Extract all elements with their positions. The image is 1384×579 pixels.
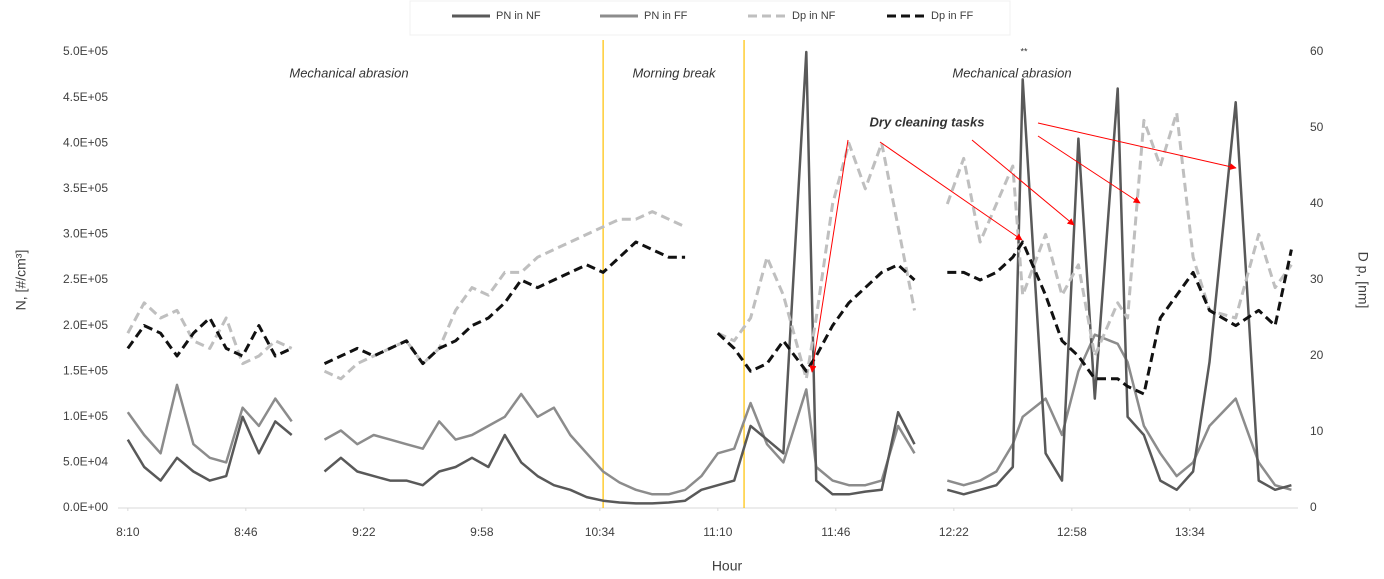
series-line: [126, 240, 1293, 396]
series-line: [126, 333, 1292, 496]
y-tick-label: 3.0E+05: [63, 227, 108, 241]
y2-tick-label: 50: [1310, 120, 1324, 134]
x-tick-label: 8:10: [116, 525, 140, 539]
annotation: Dry cleaning tasks: [870, 114, 985, 129]
series-line: [126, 111, 1293, 381]
x-tick-label: 12:22: [939, 525, 969, 539]
y-tick-label: 3.5E+05: [63, 181, 108, 195]
y-tick-label: 1.5E+05: [63, 363, 108, 377]
annotation: Morning break: [632, 65, 717, 80]
annotation-arrow: [879, 141, 1023, 241]
y-tick-label: 2.5E+05: [63, 272, 108, 286]
y-tick-label: 4.0E+05: [63, 135, 108, 149]
y-tick-label: 5.0E+05: [63, 44, 108, 58]
y-tick-label: 1.0E+05: [63, 409, 108, 423]
annotation: Mechanical abrasion: [289, 65, 408, 80]
x-tick-label: 9:58: [470, 525, 494, 539]
y-tick-label: 0.0E+00: [63, 500, 108, 514]
y2-tick-label: 10: [1310, 424, 1324, 438]
annotation-arrow: [1037, 122, 1237, 171]
series-line: [126, 50, 1292, 505]
x-tick-label: 12:58: [1057, 525, 1087, 539]
x-tick-label: 8:46: [234, 525, 258, 539]
x-axis-title: Hour: [712, 558, 743, 574]
x-tick-label: 10:34: [585, 525, 615, 539]
annotation: **: [1020, 46, 1028, 56]
legend-box: [409, 0, 1011, 36]
legend-label: PN in NF: [496, 10, 541, 22]
y-tick-label: 2.0E+05: [63, 318, 108, 332]
y2-axis-title: D p, [nm]: [1355, 252, 1371, 309]
x-tick-label: 9:22: [352, 525, 376, 539]
y2-tick-label: 40: [1310, 196, 1324, 210]
annotation-arrow: [971, 139, 1075, 226]
annotation-arrow: [1037, 135, 1141, 204]
y-tick-label: 5.0E+04: [63, 455, 108, 469]
annotation: Mechanical abrasion: [952, 65, 1071, 80]
y-axis-title: N, [#/cm³]: [13, 250, 29, 311]
x-tick-label: 13:34: [1175, 525, 1205, 539]
x-tick-label: 11:46: [821, 525, 850, 539]
legend-label: PN in FF: [644, 10, 688, 22]
y2-tick-label: 20: [1310, 348, 1324, 362]
y-tick-label: 4.5E+05: [63, 90, 108, 104]
legend-label: Dp in NF: [792, 10, 836, 22]
y2-tick-label: 60: [1310, 44, 1324, 58]
x-tick-label: 11:10: [703, 525, 732, 539]
legend-label: Dp in FF: [931, 10, 973, 22]
y2-tick-label: 0: [1310, 500, 1317, 514]
annotation-arrow: [809, 139, 849, 373]
y2-tick-label: 30: [1310, 272, 1324, 286]
